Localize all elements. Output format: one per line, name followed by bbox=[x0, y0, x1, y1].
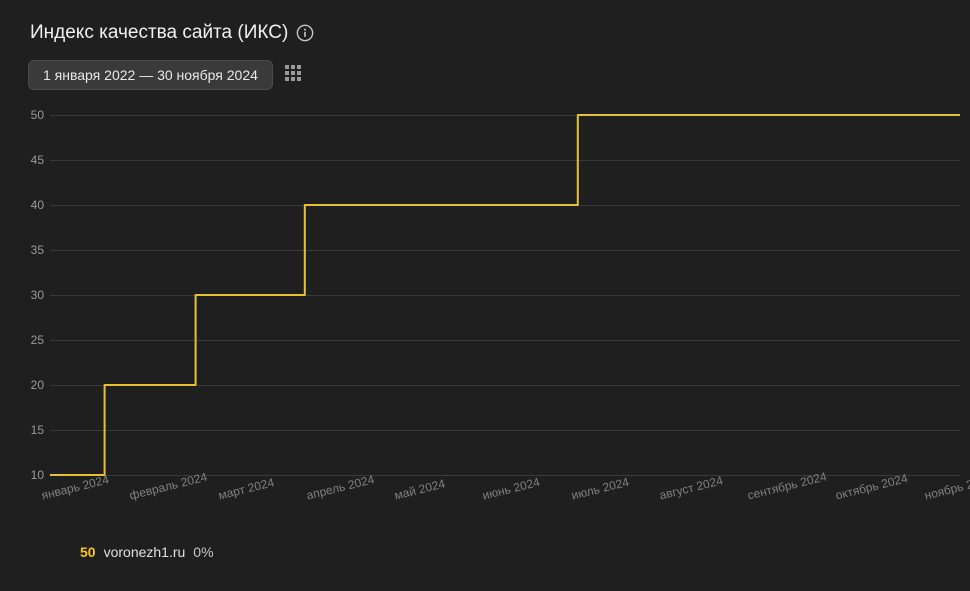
x-tick-label: август 2024 bbox=[658, 473, 724, 502]
y-tick-label: 45 bbox=[22, 153, 44, 167]
legend-domain: voronezh1.ru bbox=[104, 544, 186, 560]
info-icon[interactable] bbox=[296, 24, 314, 42]
x-tick-label: январь 2024 bbox=[40, 472, 110, 502]
y-tick-label: 20 bbox=[22, 378, 44, 392]
y-tick-label: 30 bbox=[22, 288, 44, 302]
legend-value: 50 bbox=[80, 544, 96, 560]
header: Индекс качества сайта (ИКС) bbox=[30, 22, 314, 44]
grid-line bbox=[50, 250, 960, 251]
x-tick-label: июль 2024 bbox=[570, 475, 630, 503]
page-title: Индекс качества сайта (ИКС) bbox=[30, 22, 288, 44]
y-tick-label: 25 bbox=[22, 333, 44, 347]
legend-percent: 0% bbox=[193, 544, 213, 560]
grid-line bbox=[50, 340, 960, 341]
grid-line bbox=[50, 430, 960, 431]
x-tick-label: март 2024 bbox=[217, 475, 276, 502]
legend: 50 voronezh1.ru 0% bbox=[80, 544, 214, 560]
calendar-grid-icon[interactable] bbox=[283, 63, 307, 87]
x-tick-label: май 2024 bbox=[393, 477, 447, 503]
grid-line bbox=[50, 385, 960, 386]
x-tick-label: апрель 2024 bbox=[305, 472, 376, 502]
grid-line bbox=[50, 205, 960, 206]
y-tick-label: 35 bbox=[22, 243, 44, 257]
chart-line bbox=[0, 105, 970, 525]
y-tick-label: 10 bbox=[22, 468, 44, 482]
app-root: Индекс качества сайта (ИКС) 1 января 202… bbox=[0, 0, 970, 591]
grid-line bbox=[50, 295, 960, 296]
y-tick-label: 40 bbox=[22, 198, 44, 212]
x-tick-label: ноябрь 2024 bbox=[923, 472, 970, 502]
x-tick-label: июнь 2024 bbox=[481, 475, 541, 503]
y-tick-label: 50 bbox=[22, 108, 44, 122]
y-tick-label: 15 bbox=[22, 423, 44, 437]
date-range-bar: 1 января 2022 — 30 ноября 2024 bbox=[28, 60, 307, 90]
grid-line bbox=[50, 115, 960, 116]
grid-line bbox=[50, 160, 960, 161]
date-range-button[interactable]: 1 января 2022 — 30 ноября 2024 bbox=[28, 60, 273, 90]
chart-area: 101520253035404550 январь 2024февраль 20… bbox=[0, 105, 970, 525]
